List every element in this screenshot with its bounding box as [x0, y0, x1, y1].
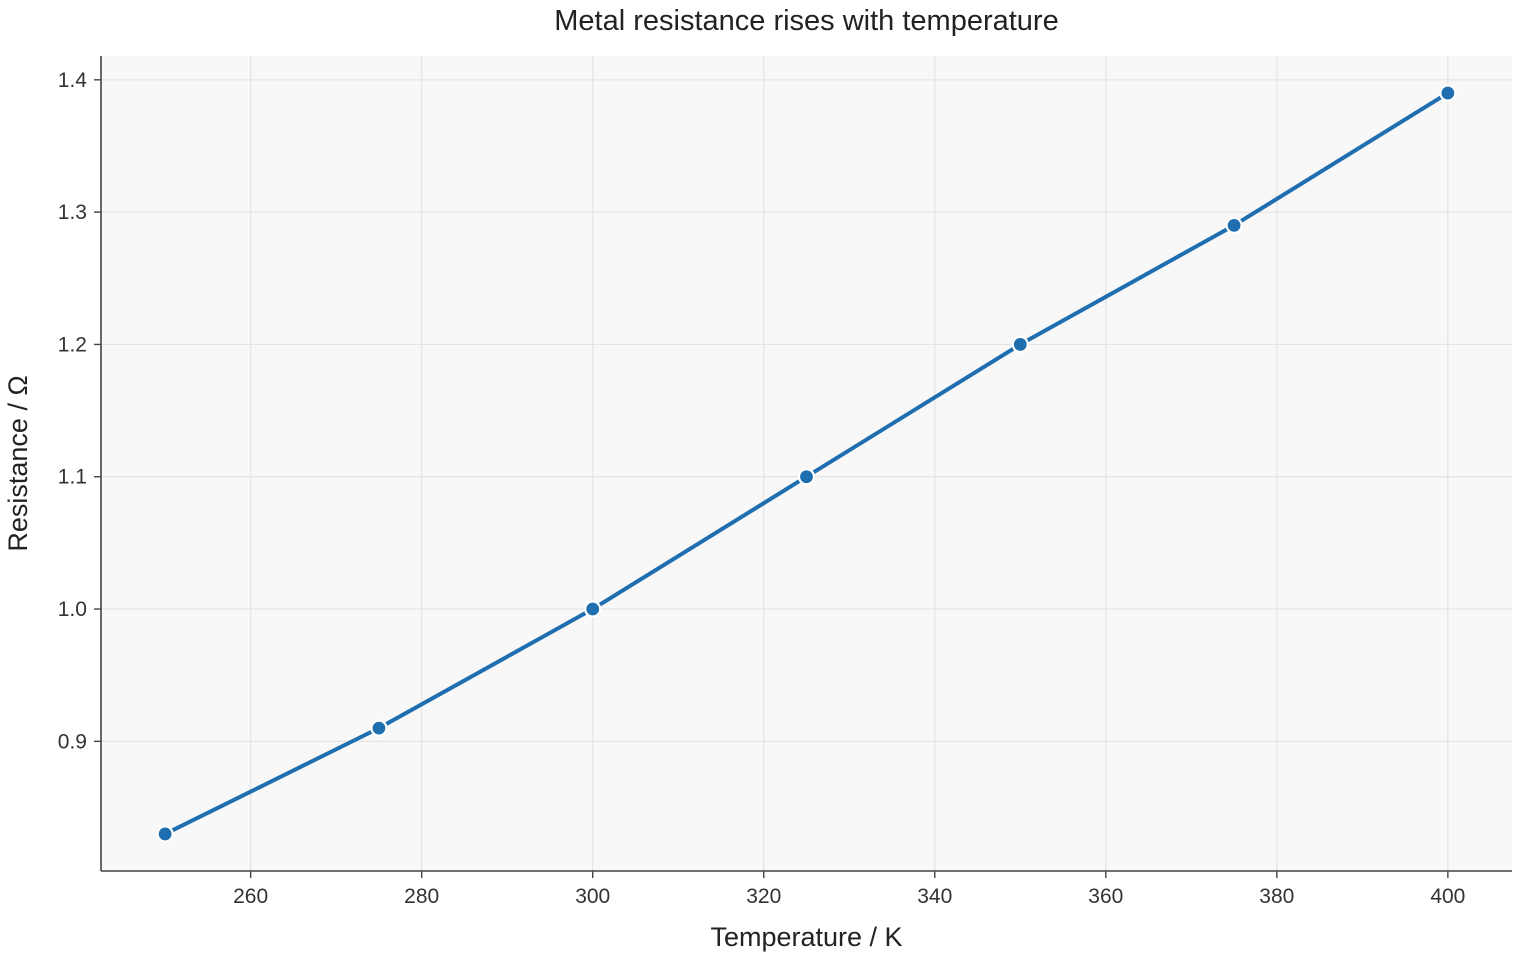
x-ticks: 260 280 300 320 340 360 380 400 — [233, 871, 1465, 908]
y-tick-label: 1.0 — [58, 598, 87, 621]
x-tick-label: 360 — [1088, 885, 1123, 908]
x-axis-label: Temperature / K — [710, 922, 902, 952]
y-tick-label: 1.3 — [58, 201, 87, 224]
x-tick-label: 340 — [917, 885, 952, 908]
y-axis-label: Resistance / Ω — [3, 375, 33, 551]
x-tick-label: 400 — [1430, 885, 1465, 908]
data-point — [1439, 84, 1457, 102]
x-tick-label: 380 — [1259, 885, 1294, 908]
plot-area — [101, 56, 1512, 871]
data-point — [584, 600, 602, 618]
data-point — [156, 825, 174, 843]
x-tick-label: 280 — [404, 885, 439, 908]
data-point — [1225, 216, 1243, 234]
y-ticks: 0.9 1.0 1.1 1.2 1.3 1.4 — [58, 69, 101, 753]
grid — [101, 56, 1512, 871]
data-point — [370, 719, 388, 737]
x-tick-label: 300 — [575, 885, 610, 908]
y-tick-label: 1.4 — [58, 69, 88, 92]
data-point — [1011, 335, 1029, 354]
chart-title: Metal resistance rises with temperature — [554, 5, 1058, 37]
x-tick-label: 260 — [233, 885, 268, 908]
y-tick-label: 0.9 — [58, 730, 87, 753]
x-tick-label: 320 — [746, 885, 781, 908]
data-point — [797, 468, 816, 486]
y-tick-label: 1.2 — [58, 333, 87, 356]
series — [156, 84, 1457, 843]
y-tick-label: 1.1 — [58, 466, 87, 489]
